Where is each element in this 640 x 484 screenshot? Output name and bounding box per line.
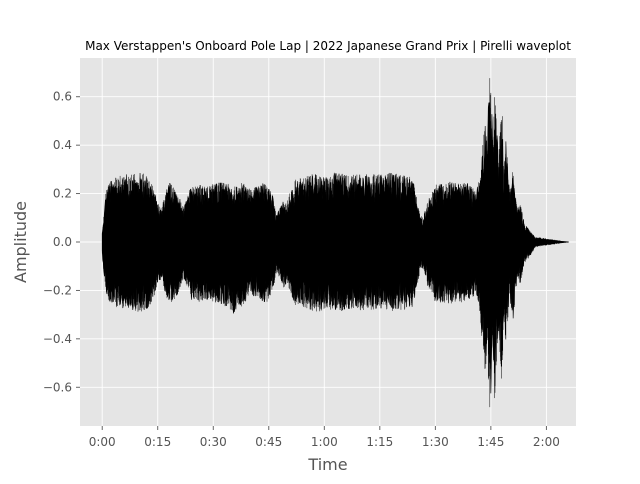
x-tick-label: 0:30 [200, 435, 227, 449]
y-tick-label: 0.6 [53, 90, 72, 104]
x-tick-label: 1:00 [311, 435, 338, 449]
x-tick-label: 1:45 [477, 435, 504, 449]
x-tick-label: 0:15 [144, 435, 171, 449]
y-tick-label: −0.6 [43, 380, 72, 394]
x-tick-label: 2:00 [533, 435, 560, 449]
x-axis-label: Time [307, 455, 347, 474]
y-axis-label: Amplitude [11, 201, 30, 283]
y-tick-label: 0.2 [53, 187, 72, 201]
x-tick-label: 0:00 [89, 435, 116, 449]
x-tick-label: 1:15 [366, 435, 393, 449]
x-tick-label: 1:30 [422, 435, 449, 449]
y-tick-label: −0.2 [43, 283, 72, 297]
chart-title: Max Verstappen's Onboard Pole Lap | 2022… [85, 39, 571, 53]
y-tick-label: 0.4 [53, 138, 72, 152]
y-tick-label: 0.0 [53, 235, 72, 249]
y-tick-label: −0.4 [43, 332, 72, 346]
x-tick-label: 0:45 [255, 435, 282, 449]
